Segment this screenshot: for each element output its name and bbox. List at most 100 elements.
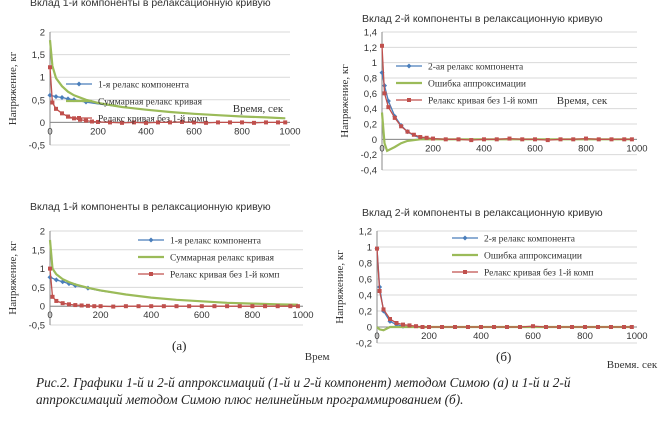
series-point-square (212, 304, 217, 309)
chart-bottom-left: Вклад 1-й компоненты в релаксационную кр… (7, 201, 330, 363)
series-point-square (225, 304, 230, 309)
series-point-square (456, 137, 461, 142)
legend-swatch-marker (407, 98, 411, 102)
series-point-square (96, 119, 100, 124)
legend-swatch-marker (149, 272, 153, 276)
series-point-square (156, 120, 160, 125)
series-point-square (187, 304, 192, 309)
series-point-square (199, 304, 204, 309)
series-point-square (453, 325, 457, 329)
series-point-diamond (53, 94, 59, 100)
series-point-square (120, 120, 124, 125)
legend-swatch-marker (76, 81, 82, 87)
series-point-square (276, 120, 280, 125)
series-point-square (494, 137, 499, 142)
y-tick-label: 0,6 (364, 89, 377, 100)
series-point-square (54, 298, 59, 303)
series-point-square (609, 137, 614, 142)
legend-label: 1-я релакс компонента (98, 81, 190, 91)
series-point-square (596, 137, 601, 142)
series-point-square (264, 120, 268, 125)
x-tick-label: 200 (421, 331, 437, 342)
series-point-square (380, 43, 384, 48)
series-point-square (132, 120, 136, 125)
legend-label: Релакс кривая без 1-й комп (484, 268, 593, 279)
series-point-square (250, 304, 255, 309)
series-point-square (622, 137, 627, 142)
x-tick-label: 800 (577, 331, 593, 342)
y-tick-label: -0,5 (29, 141, 45, 152)
chart-title: Вклад 1-й компоненты в релаксационную кр… (30, 0, 271, 9)
series-point-diamond (387, 318, 393, 324)
series-point-square (544, 325, 548, 329)
x-tick-label: 400 (138, 126, 154, 137)
series-point-square (275, 304, 280, 309)
series-point-square (394, 321, 399, 325)
y-tick-label: 0 (40, 118, 45, 129)
legend-label: 2-ая релакс компонента (428, 63, 524, 73)
y-tick-label: 1 (367, 243, 372, 254)
series-point-square (66, 302, 71, 307)
x-tick-label: 1000 (626, 143, 647, 154)
y-tick-label: 0,2 (359, 307, 372, 318)
panel-label-a: (а) (172, 338, 187, 353)
series-point-square (629, 325, 634, 329)
y-tick-label: 0 (40, 302, 45, 313)
series-point-square (136, 304, 141, 309)
y-tick-label: 0,5 (32, 95, 45, 106)
x-axis-label: Время, сек (607, 359, 658, 368)
y-tick-label: 1,5 (32, 245, 45, 256)
x-axis-label: Время, сек (233, 103, 284, 115)
series-point-square (405, 129, 410, 134)
legend-swatch-marker (463, 270, 467, 274)
x-tick-label: 1000 (292, 310, 313, 321)
series-point-square (505, 325, 509, 329)
series-point-square (149, 304, 154, 309)
series-line-1 (48, 39, 286, 120)
y-tick-label: 0,6 (359, 275, 372, 286)
series-point-square (609, 325, 613, 329)
y-tick-label: 1,2 (359, 227, 372, 238)
series-point-square (583, 325, 587, 329)
series-point-square (411, 132, 416, 137)
series-point-square (596, 325, 600, 329)
x-tick-label: 600 (525, 331, 541, 342)
series-point-square (440, 325, 444, 329)
series-point-square (558, 137, 563, 142)
series-point-square (283, 120, 288, 125)
series-point-square (288, 304, 293, 309)
series-point-square (399, 124, 404, 129)
series-point-square (386, 105, 391, 110)
series-point-diamond (59, 95, 65, 101)
series-point-square (228, 120, 232, 125)
y-tick-label: 1,2 (364, 43, 377, 54)
y-tick-label: -0,4 (361, 166, 377, 177)
series-point-square (204, 120, 208, 125)
series-point-square (66, 114, 70, 119)
series-point-square (507, 136, 512, 141)
legend-swatch-marker (148, 237, 154, 243)
series-point-square (161, 304, 166, 309)
x-tick-label: 200 (93, 310, 109, 321)
series-point-square (443, 137, 448, 142)
series-point-square (50, 100, 55, 105)
chart-title: Вклад 2-й компоненты в релаксационную кр… (362, 207, 603, 219)
series-point-square (381, 307, 386, 312)
legend-label: 1-я релакс компонента (170, 237, 262, 247)
series-point-square (401, 322, 405, 327)
series-point-square (60, 111, 64, 116)
series-point-diamond (53, 277, 59, 283)
x-tick-label: 400 (143, 310, 159, 321)
y-tick-label: 0 (372, 135, 377, 146)
x-tick-label: 800 (578, 143, 594, 154)
series-point-square (73, 303, 78, 308)
series-point-square (492, 325, 496, 329)
series-point-square (237, 304, 242, 309)
series-point-square (427, 325, 431, 329)
series-point-square (584, 136, 588, 141)
series-point-square (79, 303, 84, 308)
y-tick-label: 0,2 (364, 120, 377, 131)
y-tick-label: 1 (372, 58, 377, 69)
series-point-square (392, 115, 397, 120)
legend-label: Релакс кривая без 1-й комп (170, 270, 279, 281)
